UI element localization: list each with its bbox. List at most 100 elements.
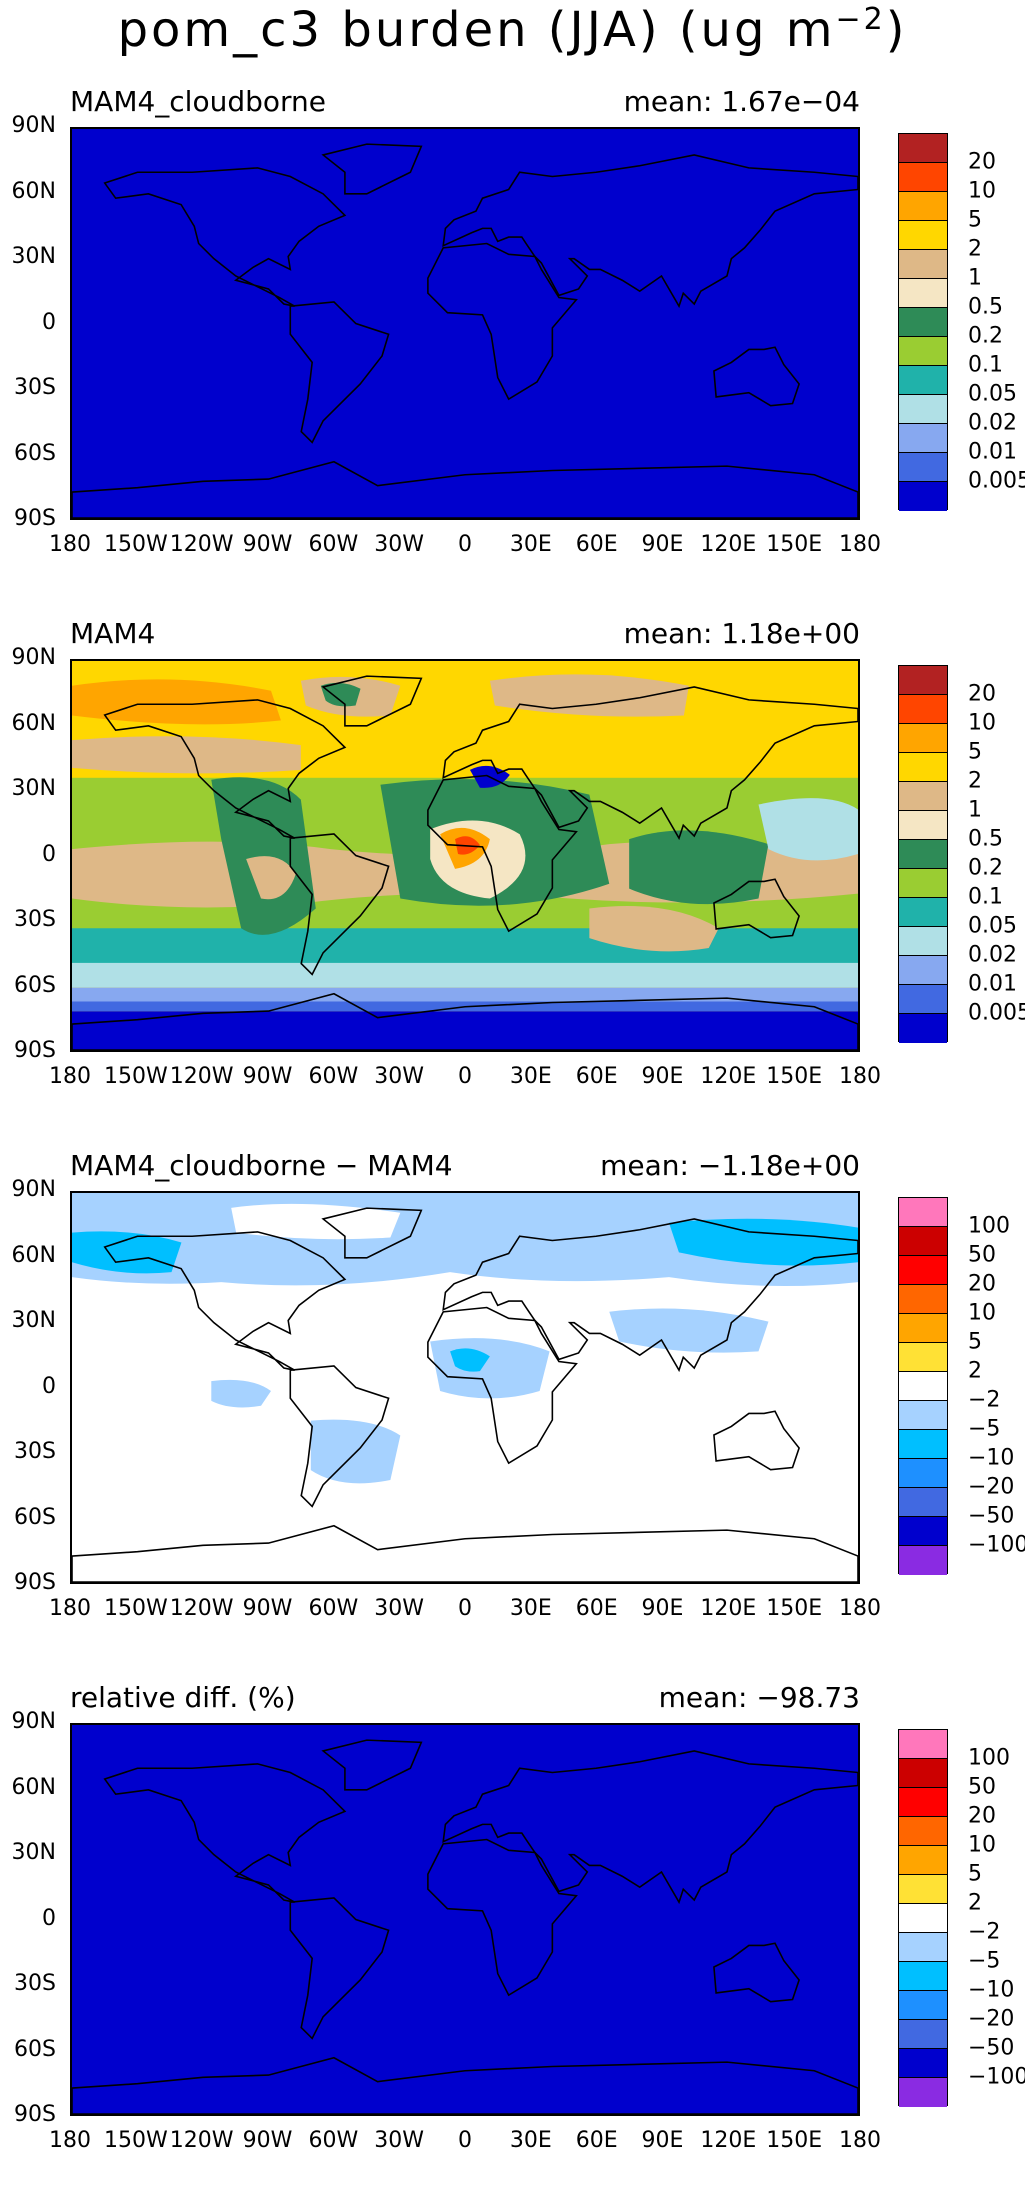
lon-tick-label: 150E: [766, 532, 823, 557]
coastline-2: [289, 1897, 390, 2040]
lon-tick-label: 180: [839, 1596, 881, 1621]
lat-tick-label: 90N: [11, 113, 56, 138]
map-mam4: [70, 659, 860, 1052]
colorbar-swatch: [899, 1730, 947, 1759]
colorbar-swatch: [899, 869, 947, 898]
colorbar-tick-label: 0.2: [968, 855, 1003, 881]
colorbar-tick-label: 5: [968, 1329, 982, 1355]
map-canvas: [72, 1193, 858, 1582]
colorbar: [898, 1197, 948, 1575]
lon-tick-label: 90W: [242, 532, 293, 557]
lon-tick-label: 120W: [169, 532, 234, 557]
lon-tick-label: 180: [839, 2128, 881, 2153]
lat-tick-label: 30N: [11, 1840, 56, 1865]
lon-tick-label: 60W: [308, 1596, 359, 1621]
lat-tick-label: 60N: [11, 1774, 56, 1800]
lon-tick-label: 30W: [374, 2128, 425, 2153]
lon-tick-label: 90W: [242, 1596, 293, 1621]
colorbar-tick-label: 1: [968, 265, 982, 291]
colorbar-swatch: [899, 1343, 947, 1372]
coastline-6: [72, 2056, 858, 2114]
coastline-0: [103, 699, 347, 839]
coastline-4: [427, 1306, 578, 1465]
lon-tick-label: 120W: [169, 2128, 234, 2153]
coastline-4: [427, 1838, 578, 1997]
colorbar-swatch: [899, 424, 947, 453]
lon-tick-label: 0: [458, 1596, 472, 1621]
lon-tick-label: 150E: [766, 2128, 823, 2153]
coastline-5: [713, 346, 800, 407]
colorbar-tick-label: 1: [968, 797, 982, 823]
lon-tick-label: 0: [458, 2128, 472, 2153]
colorbar-swatch: [899, 956, 947, 985]
map-cloudborne: [70, 127, 860, 520]
colorbar-swatch: [899, 753, 947, 782]
lon-tick-label: 0: [458, 1064, 472, 1089]
colorbar-swatch: [899, 250, 947, 279]
colorbar-tick-label: 0.5: [968, 826, 1003, 852]
panel-cloudborne: MAM4_cloudborne mean: 1.67e−04 90N 60N 30N…: [0, 85, 1025, 605]
colorbar-swatch: [899, 1227, 947, 1256]
colorbar-swatch: [899, 1546, 947, 1575]
panel-label: MAM4: [70, 617, 156, 650]
colorbar-tick-label: 20: [968, 149, 996, 175]
lat-tick-label: 0: [42, 309, 56, 335]
lon-tick-label: 120E: [700, 1064, 757, 1089]
lon-tick-label: 30E: [509, 1064, 552, 1089]
lon-tick-label: 120E: [700, 532, 757, 557]
colorbar-tick-label: 0.1: [968, 884, 1003, 910]
colorbar-swatch: [899, 1991, 947, 2020]
coastline-2: [289, 833, 390, 976]
colorbar-swatch: [899, 482, 947, 511]
lat-tick-label: 90N: [11, 1177, 56, 1202]
colorbar-swatch: [899, 395, 947, 424]
coastline-1: [321, 675, 423, 727]
colorbar-tick-label: 0.2: [968, 323, 1003, 349]
lon-tick-label: 0: [458, 532, 472, 557]
lat-tick-label: 30N: [11, 776, 56, 801]
coastline-3: [442, 1218, 858, 1373]
lon-tick-label: 180: [839, 532, 881, 557]
panel-label: MAM4_cloudborne: [70, 85, 327, 118]
lon-tick-label: 180: [49, 532, 91, 557]
colorbar-tick-label: 0.05: [968, 381, 1017, 407]
lon-tick-label: 90E: [641, 532, 684, 557]
colorbar-tick-label: 10: [968, 178, 996, 204]
lat-tick-label: 0: [42, 1373, 56, 1399]
colorbar-swatch: [899, 1759, 947, 1788]
colorbar-swatch: [899, 985, 947, 1014]
colorbar-tick-label: 50: [968, 1774, 996, 1800]
colorbar-tick-label: −20: [968, 1474, 1015, 1500]
colorbar-tick-label: 0.5: [968, 294, 1003, 320]
lat-tick-label: 90S: [14, 1570, 56, 1595]
lon-tick-label: 90E: [641, 1064, 684, 1089]
colorbar-tick-label: 10: [968, 710, 996, 736]
colorbar-tick-label: 2: [968, 768, 982, 794]
colorbar-tick-label: −10: [968, 1977, 1015, 2003]
colorbar-swatch: [899, 1314, 947, 1343]
coastline-0: [103, 1763, 347, 1903]
colorbar: [898, 665, 948, 1043]
colorbar-swatch: [899, 279, 947, 308]
colorbar-tick-label: −2: [968, 1387, 1001, 1413]
lon-tick-label: 30E: [509, 532, 552, 557]
lat-tick-label: 60S: [14, 1504, 56, 1530]
lon-tick-label: 90W: [242, 2128, 293, 2153]
lon-tick-label: 150E: [766, 1596, 823, 1621]
colorbar-swatch: [899, 898, 947, 927]
colorbar-swatch: [899, 666, 947, 695]
colorbar-swatch: [899, 192, 947, 221]
lon-tick-label: 60W: [308, 2128, 359, 2153]
lon-tick-label: 120W: [169, 1064, 234, 1089]
panel-mean: mean: −1.18e+00: [600, 1149, 860, 1182]
coastline-5: [713, 878, 800, 939]
colorbar-tick-label: 50: [968, 1242, 996, 1268]
lon-tick-label: 90W: [242, 1064, 293, 1089]
colorbar-tick-label: −5: [968, 1948, 1001, 1974]
colorbar-tick-label: 10: [968, 1832, 996, 1858]
coastline-3: [442, 154, 858, 309]
colorbar-swatch: [899, 1401, 947, 1430]
colorbar-swatch: [899, 1430, 947, 1459]
colorbar-swatch: [899, 366, 947, 395]
colorbar-swatch: [899, 1014, 947, 1043]
